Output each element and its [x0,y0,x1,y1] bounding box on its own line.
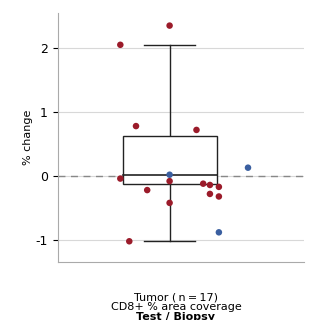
Bar [123,136,217,184]
Text: Test / Biopsy: Test / Biopsy [137,312,215,320]
Point [133,124,139,129]
Point [167,179,172,184]
Point [194,127,199,132]
Point [145,188,150,193]
Point [245,165,251,170]
Point [216,184,221,189]
Point [216,194,221,199]
Point [118,176,123,181]
Point [167,23,172,28]
Text: Tumor ( n = 17): Tumor ( n = 17) [134,293,218,303]
Point [201,181,206,186]
Text: CD8+ % area coverage: CD8+ % area coverage [111,302,241,312]
Point [167,200,172,205]
Y-axis label: % change: % change [23,110,33,165]
Point [118,42,123,47]
Point [167,172,172,177]
Point [216,230,221,235]
Point [207,182,212,188]
Point [207,191,212,196]
Point [127,239,132,244]
